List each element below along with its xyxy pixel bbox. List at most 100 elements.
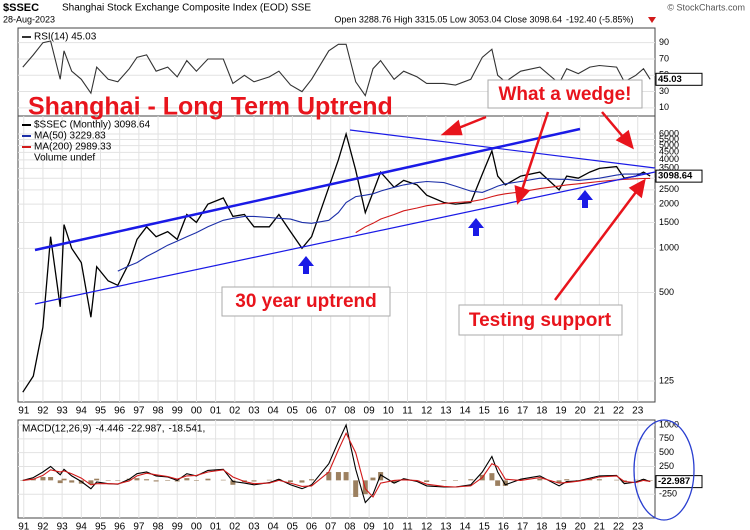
index-name: Shanghai Stock Exchange Composite Index …: [62, 3, 311, 14]
histogram-bar: [647, 480, 653, 481]
legend-entry: RSI(14) 45.03: [34, 32, 97, 43]
histogram-bar: [564, 479, 570, 481]
trendline: [34, 127, 581, 252]
histogram-bar: [287, 480, 293, 483]
x-tick-label: 05: [287, 522, 299, 530]
x-tick-label: 91: [18, 522, 30, 530]
legend-entry: MA(200) 2989.33: [34, 142, 112, 153]
x-tick-label: 96: [114, 522, 126, 530]
x-tick-label: 93: [57, 522, 69, 530]
histogram-bar: [251, 480, 257, 482]
x-tick-label: 20: [575, 406, 587, 417]
x-tick-label: 15: [479, 406, 491, 417]
annotation-box: [487, 79, 643, 109]
x-tick-label: 07: [325, 522, 337, 530]
x-tick-label: 06: [306, 406, 318, 417]
last-value-box: [655, 169, 703, 183]
arrowhead: [615, 129, 634, 150]
quote: Open 3288.76 High 3315.05 Low 3053.04 Cl…: [334, 14, 562, 24]
histogram-bar: [184, 478, 190, 481]
x-tick-label: 95: [95, 406, 107, 417]
x-tick-label: 18: [536, 406, 548, 417]
histogram-bar: [57, 480, 63, 484]
x-tick-label: 10: [383, 522, 395, 530]
x-tick-label: 11: [402, 406, 413, 417]
plots: 1030507090RSI(14) 45.0345.03919293949596…: [17, 27, 703, 530]
x-tick-label: 97: [133, 406, 145, 417]
x-tick-label: 05: [287, 406, 299, 417]
x-tick-label: 09: [364, 406, 376, 417]
panel: [17, 419, 656, 519]
x-tick-label: 22: [613, 522, 625, 530]
y-tick-label: 1500: [659, 217, 679, 227]
histogram-bar: [556, 480, 562, 484]
x-tick-label: 07: [325, 406, 337, 417]
x-tick-label: 92: [37, 522, 49, 530]
panel: [17, 115, 656, 403]
last-value-label: 3098.64: [658, 171, 693, 182]
x-tick-label: 23: [632, 406, 644, 417]
x-tick-label: 23: [632, 522, 644, 530]
x-tick-label: 16: [498, 522, 510, 530]
x-tick-label: 03: [248, 406, 260, 417]
x-tick-label: 01: [210, 406, 222, 417]
x-tick-label: 21: [594, 522, 606, 530]
legend-entry: MA(50) 3229.83: [34, 131, 106, 142]
x-tick-label: 99: [172, 522, 184, 530]
histogram-bar: [299, 480, 305, 483]
histogram-bar: [193, 480, 199, 481]
series-line: [22, 131, 651, 393]
series-line: [355, 177, 651, 234]
histogram-bar: [468, 479, 474, 481]
last-value-label: -22.987: [658, 476, 690, 487]
x-tick-label: 94: [76, 406, 88, 417]
histogram-bar: [134, 478, 140, 481]
histogram-bar: [88, 480, 94, 485]
histogram-bar: [489, 473, 495, 481]
y-tick-label: 10: [659, 102, 669, 112]
y-tick-label: -250: [659, 489, 677, 499]
y-tick-label: 2000: [659, 198, 679, 208]
x-tick-label: 96: [114, 406, 126, 417]
legend-entry: $SSEC (Monthly) 3098.64: [34, 120, 151, 131]
arrowhead: [440, 119, 463, 136]
histogram-bar: [115, 480, 121, 481]
legend-title: MACD(12,26,9): [22, 424, 91, 435]
last-value-box: [655, 72, 703, 86]
y-tick-label: 500: [659, 447, 674, 457]
last-value-label: 45.03: [658, 74, 682, 85]
histogram-bar: [441, 480, 447, 481]
last-value-box: [655, 475, 703, 489]
drawings: Shanghai - Long Term Uptrend What a wedg…: [28, 79, 695, 521]
arrow: [520, 111, 550, 191]
y-tick-label: 125: [659, 375, 674, 385]
arrowhead: [514, 185, 531, 205]
annotation-box: [458, 304, 623, 336]
histogram-bar: [309, 479, 315, 481]
x-tick-label: 98: [153, 522, 165, 530]
annotation: 30 year uptrend: [235, 291, 377, 312]
y-tick-label: 2500: [659, 184, 679, 194]
x-tick-label: 09: [364, 522, 376, 530]
legend-entry: -18.541,: [169, 424, 206, 435]
change: -192.40 (-5.85%): [566, 14, 634, 24]
highlight-ellipse: [633, 419, 695, 521]
x-tick-label: 92: [37, 406, 49, 417]
y-tick-label: 5000: [659, 140, 679, 150]
arrow: [554, 191, 637, 301]
x-tick-label: 11: [402, 522, 413, 530]
credit: © StockCharts.com: [667, 2, 745, 12]
y-tick-label: 70: [659, 53, 669, 63]
annotation: Testing support: [469, 310, 612, 331]
x-tick-label: 01: [210, 522, 222, 530]
legend-entry: -22.987,: [128, 424, 165, 435]
series-line: [22, 432, 651, 498]
histogram-bar: [230, 480, 236, 485]
histogram-bar: [391, 480, 397, 484]
x-tick-label: 22: [613, 406, 625, 417]
x-tick-label: 19: [555, 522, 567, 530]
histogram-bar: [266, 479, 272, 481]
x-tick-label: 13: [440, 522, 452, 530]
trendline: [349, 129, 656, 169]
histogram-bar: [640, 479, 646, 481]
